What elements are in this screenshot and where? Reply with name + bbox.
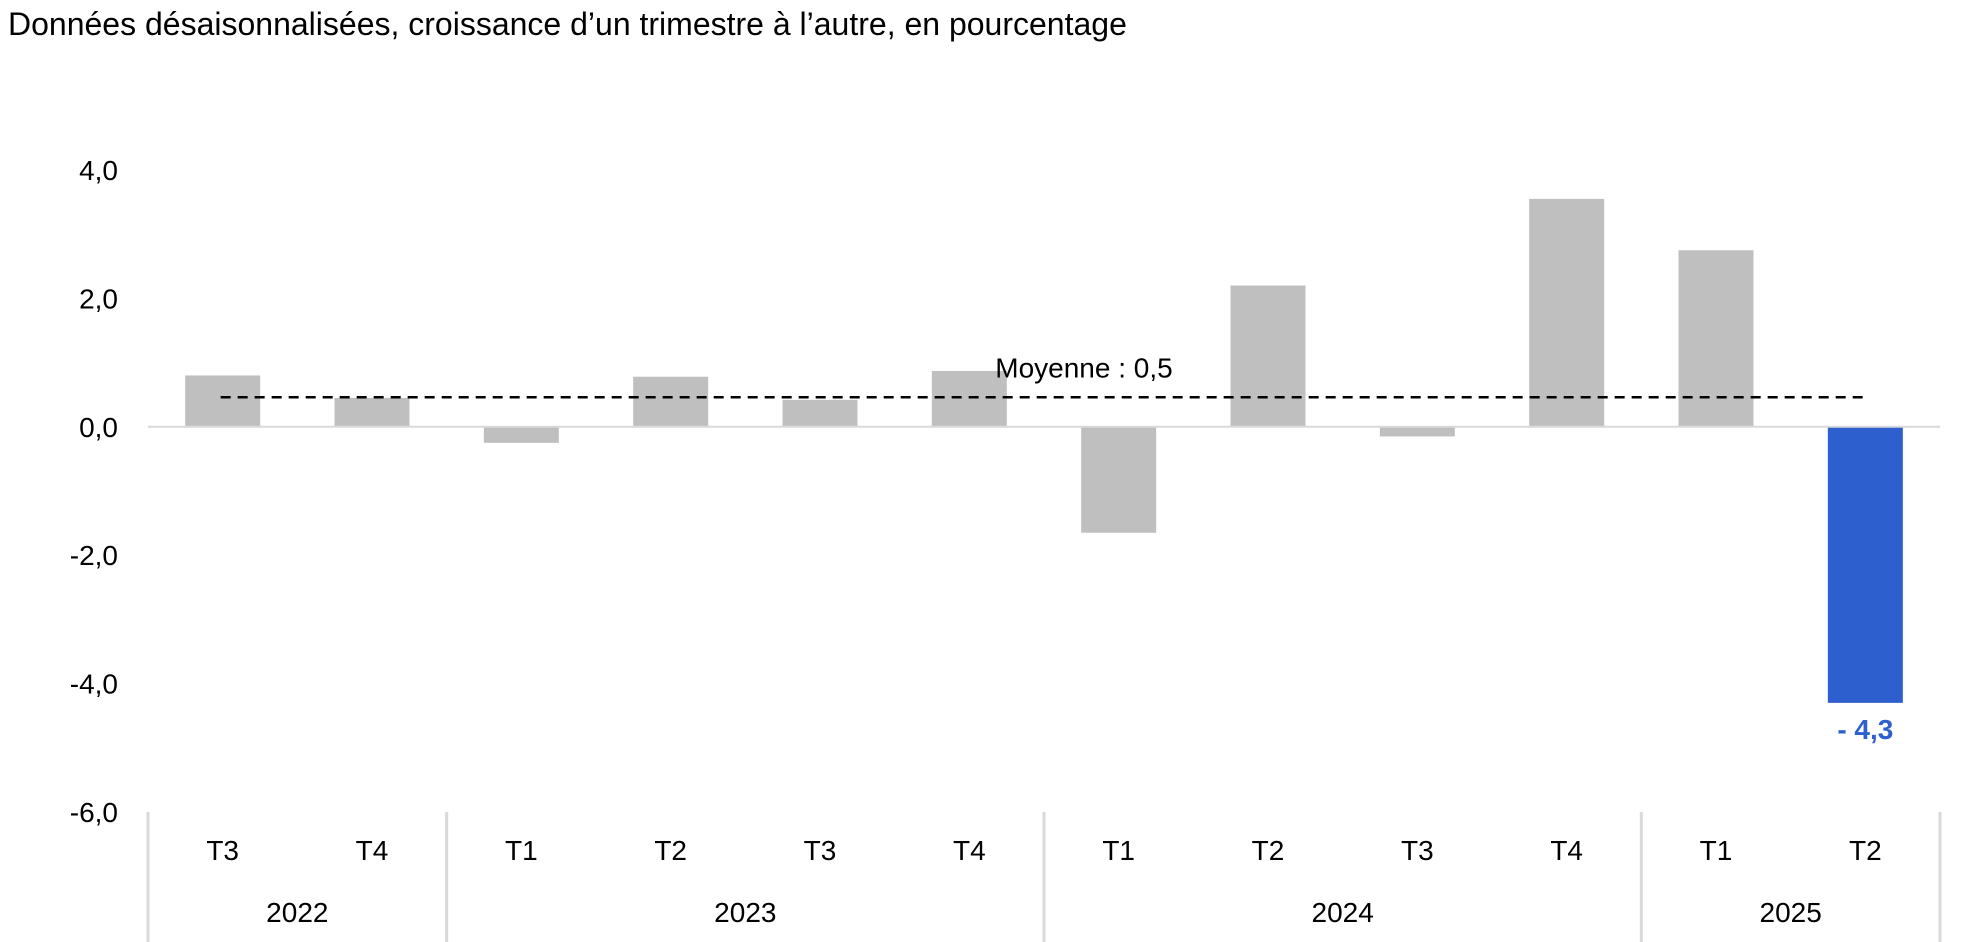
bar-4 xyxy=(782,399,858,427)
y-tick-label: -4,0 xyxy=(70,669,118,700)
bar-9 xyxy=(1529,198,1605,427)
chart-title: Données désaisonnalisées, croissance d’u… xyxy=(8,6,1127,42)
bar-1 xyxy=(334,397,410,427)
x-category-label: T2 xyxy=(1849,835,1882,866)
y-tick-label: 4,0 xyxy=(79,155,118,186)
bar-11 xyxy=(1827,426,1903,703)
x-category-label: T4 xyxy=(356,835,389,866)
bar-7 xyxy=(1230,285,1306,427)
bar-2 xyxy=(483,426,559,443)
bar-3 xyxy=(633,376,709,427)
x-category-label: T2 xyxy=(1252,835,1285,866)
y-tick-label: -6,0 xyxy=(70,797,118,828)
x-category-label: T2 xyxy=(654,835,687,866)
x-category-label: T1 xyxy=(505,835,538,866)
bar-6 xyxy=(1081,426,1157,533)
x-category-label: T1 xyxy=(1102,835,1135,866)
x-category-label: T4 xyxy=(953,835,986,866)
x-category-label: T3 xyxy=(206,835,239,866)
bar-5 xyxy=(931,370,1007,427)
x-category-label: T4 xyxy=(1550,835,1583,866)
bar-0 xyxy=(185,375,261,427)
bar-8 xyxy=(1379,426,1455,437)
y-tick-label: 0,0 xyxy=(79,412,118,443)
x-category-label: T3 xyxy=(804,835,837,866)
x-group-label: 2024 xyxy=(1312,897,1374,928)
y-tick-label: -2,0 xyxy=(70,540,118,571)
x-group-label: 2022 xyxy=(266,897,328,928)
bar-10 xyxy=(1678,250,1754,427)
x-group-label: 2025 xyxy=(1760,897,1822,928)
x-group-label: 2023 xyxy=(714,897,776,928)
x-category-label: T3 xyxy=(1401,835,1434,866)
y-tick-label: 2,0 xyxy=(79,283,118,314)
average-label: Moyenne : 0,5 xyxy=(995,352,1172,383)
highlight-data-label: - 4,3 xyxy=(1837,714,1893,745)
x-category-label: T1 xyxy=(1700,835,1733,866)
